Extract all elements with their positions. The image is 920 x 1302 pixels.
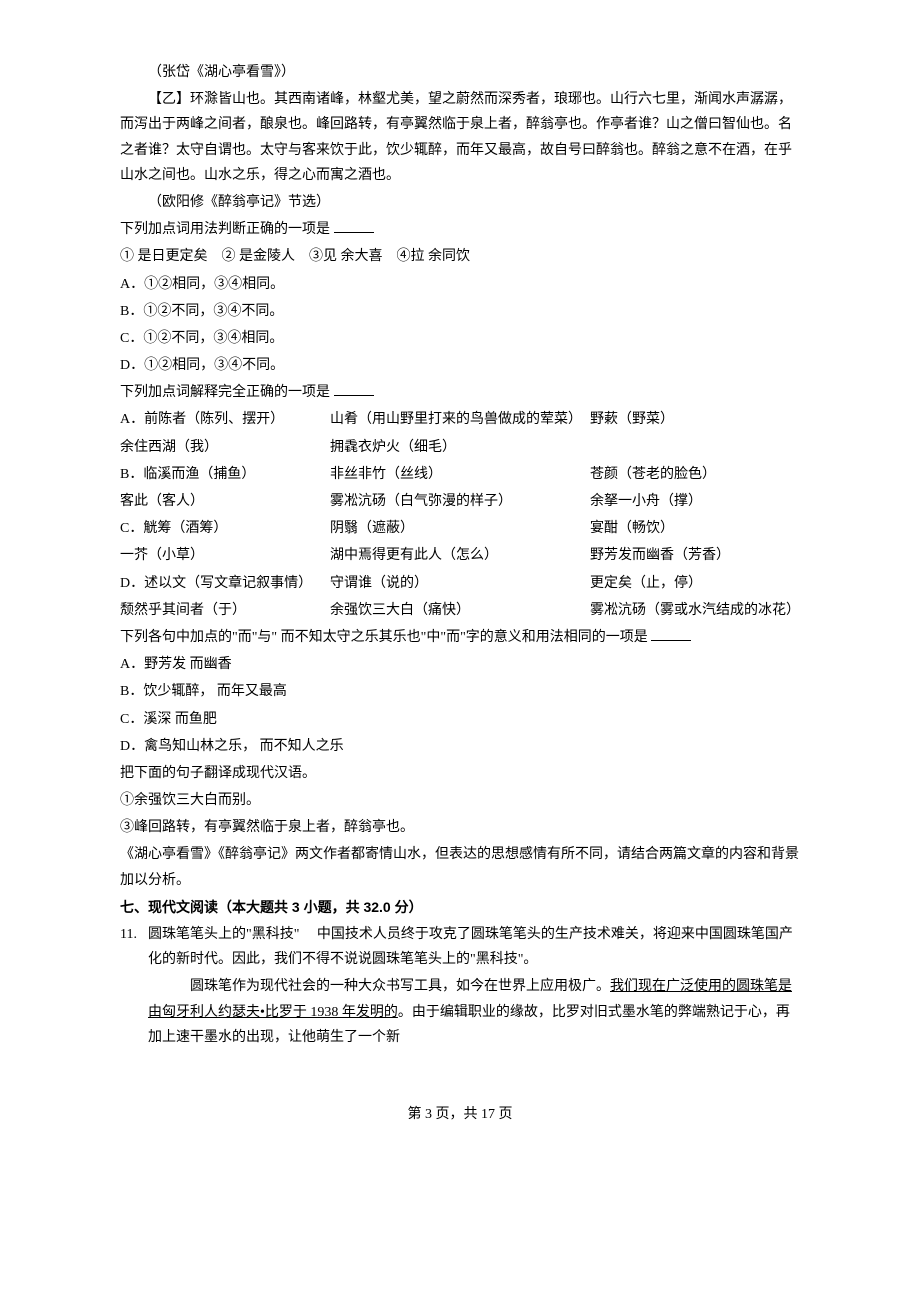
table-row: A．前陈者（陈列、摆开） 山肴（用山野里打来的鸟兽做成的荤菜） 野蔌（野菜） [120,407,800,432]
question-er-text: 下列各句中加点的"而"与" 而不知太守之乐其乐也"中"而"字的意义和用法相同的一… [120,630,648,645]
option-b: B．①②不同，③④不同。 [120,299,800,324]
cell: 阴翳（遮蔽） [330,516,590,541]
fill-blank [334,219,374,233]
translate-item-2: ③峰回路转，有亭翼然临于泉上者，醉翁亭也。 [120,815,800,840]
table-row: 一芥（小草） 湖中焉得更有此人（怎么） 野芳发而幽香（芳香） [120,543,800,568]
cell: 余强饮三大白（痛快） [330,598,590,623]
question-jieshi: 下列加点词解释完全正确的一项是 [120,380,800,405]
question-jieshi-text: 下列加点词解释完全正确的一项是 [120,385,330,400]
cell: 野蔌（野菜） [590,407,800,432]
source-citation-2: （欧阳修《醉翁亭记》节选） [120,190,800,215]
question-analysis: 《湖心亭看雪》《醉翁亭记》两文作者都寄情山水，但表达的思想感情有所不同，请结合两… [120,842,800,892]
cell: 宴酣（畅饮） [590,516,800,541]
cell: C．觥筹（酒筹） [120,516,330,541]
cell: 湖中焉得更有此人（怎么） [330,543,590,568]
cell: D．述以文（写文章记叙事情） [120,571,330,596]
option-a: A．①②相同，③④相同。 [120,272,800,297]
page-footer: 第 3 页，共 17 页 [120,1102,800,1127]
question-yongfa: 下列加点词用法判断正确的一项是 [120,217,800,242]
option-c: C．①②不同，③④相同。 [120,326,800,351]
items-numbered: ① 是日更定矣 ② 是金陵人 ③见 余大喜 ④拉 余同饮 [120,244,800,269]
section-heading-7: 七、现代文阅读（本大题共 3 小题，共 32.0 分） [120,895,800,920]
table-row: 颓然乎其间者（于） 余强饮三大白（痛快） 雾凇沆砀（雾或水汽结成的冰花） [120,598,800,623]
question-yongfa-text: 下列加点词用法判断正确的一项是 [120,222,330,237]
option-a: A．野芳发 而幽香 [120,652,800,677]
table-row: B．临溪而渔（捕鱼） 非丝非竹（丝线） 苍颜（苍老的脸色） [120,462,800,487]
cell: 更定矣（止，停） [590,571,800,596]
fill-blank [651,627,691,641]
cell: 拥毳衣炉火（细毛） [330,435,590,460]
question-11: 11. 圆珠笔笔头上的"黑科技" 中国技术人员终于攻克了圆珠笔笔头的生产技术难关… [120,922,800,1052]
table-row: 余住西湖（我） 拥毳衣炉火（细毛） [120,435,800,460]
question-er: 下列各句中加点的"而"与" 而不知太守之乐其乐也"中"而"字的意义和用法相同的一… [120,625,800,650]
q11-paragraph-1: 圆珠笔笔头上的"黑科技" 中国技术人员终于攻克了圆珠笔笔头的生产技术难关，将迎来… [148,922,800,972]
fill-blank [334,382,374,396]
option-b: B．饮少辄醉， 而年又最高 [120,679,800,704]
option-c: C．溪深 而鱼肥 [120,707,800,732]
translate-item-1: ①余强饮三大白而别。 [120,788,800,813]
question-translate: 把下面的句子翻译成现代汉语。 [120,761,800,786]
cell: 余住西湖（我） [120,435,330,460]
cell: 雾凇沆砀（白气弥漫的样子） [330,489,590,514]
cell: 野芳发而幽香（芳香） [590,543,800,568]
question-number-11: 11. [120,922,148,1052]
option-d: D．①②相同，③④不同。 [120,353,800,378]
cell: 非丝非竹（丝线） [330,462,590,487]
cell: 守谓谁（说的） [330,571,590,596]
cell: 颓然乎其间者（于） [120,598,330,623]
text-yi-passage: 【乙】环滁皆山也。其西南诸峰，林壑尤美，望之蔚然而深秀者，琅琊也。山行六七里，渐… [120,87,800,188]
cell: 客此（客人） [120,489,330,514]
table-row: D．述以文（写文章记叙事情） 守谓谁（说的） 更定矣（止，停） [120,571,800,596]
cell: 苍颜（苍老的脸色） [590,462,800,487]
table-row: C．觥筹（酒筹） 阴翳（遮蔽） 宴酣（畅饮） [120,516,800,541]
cell: 山肴（用山野里打来的鸟兽做成的荤菜） [330,407,590,432]
cell: B．临溪而渔（捕鱼） [120,462,330,487]
q11-paragraph-2: 圆珠笔作为现代社会的一种大众书写工具，如今在世界上应用极广。我们现在广泛使用的圆… [148,974,800,1050]
option-d: D．禽鸟知山林之乐， 而不知人之乐 [120,734,800,759]
cell: 余拏一小舟（撑） [590,489,800,514]
cell: A．前陈者（陈列、摆开） [120,407,330,432]
cell: 一芥（小草） [120,543,330,568]
source-citation-1: （张岱《湖心亭看雪》） [120,60,800,85]
cell [590,435,800,460]
q11-p2-text-a: 圆珠笔作为现代社会的一种大众书写工具，如今在世界上应用极广。 [176,979,610,994]
table-row: 客此（客人） 雾凇沆砀（白气弥漫的样子） 余拏一小舟（撑） [120,489,800,514]
cell: 雾凇沆砀（雾或水汽结成的冰花） [590,598,800,623]
